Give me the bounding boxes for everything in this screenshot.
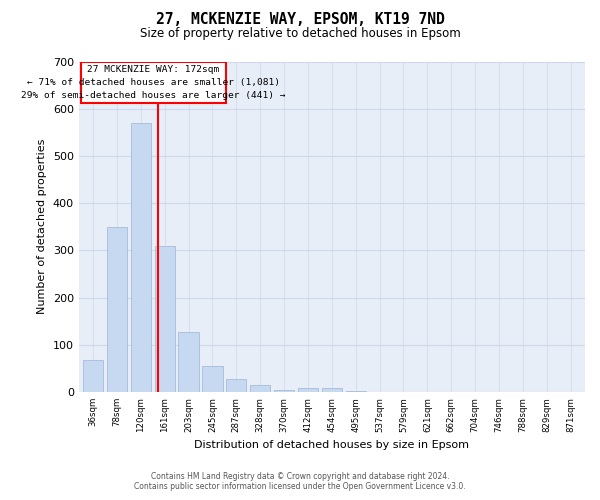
Text: 27, MCKENZIE WAY, EPSOM, KT19 7ND: 27, MCKENZIE WAY, EPSOM, KT19 7ND (155, 12, 445, 28)
X-axis label: Distribution of detached houses by size in Epsom: Distribution of detached houses by size … (194, 440, 469, 450)
FancyBboxPatch shape (81, 62, 226, 103)
Bar (178, 332, 199, 392)
Text: Size of property relative to detached houses in Epsom: Size of property relative to detached ho… (140, 28, 460, 40)
Bar (274, 390, 294, 392)
Bar (131, 123, 151, 392)
Bar (83, 360, 103, 392)
Bar (346, 390, 366, 392)
Bar (250, 385, 271, 392)
Bar (226, 379, 247, 392)
Bar (202, 366, 223, 392)
Bar (298, 388, 318, 392)
Y-axis label: Number of detached properties: Number of detached properties (37, 139, 47, 314)
Text: Contains HM Land Registry data © Crown copyright and database right 2024.
Contai: Contains HM Land Registry data © Crown c… (134, 472, 466, 491)
Bar (107, 226, 127, 392)
Text: 27 MCKENZIE WAY: 172sqm
← 71% of detached houses are smaller (1,081)
29% of semi: 27 MCKENZIE WAY: 172sqm ← 71% of detache… (21, 65, 286, 100)
Bar (155, 246, 175, 392)
Bar (322, 388, 342, 392)
